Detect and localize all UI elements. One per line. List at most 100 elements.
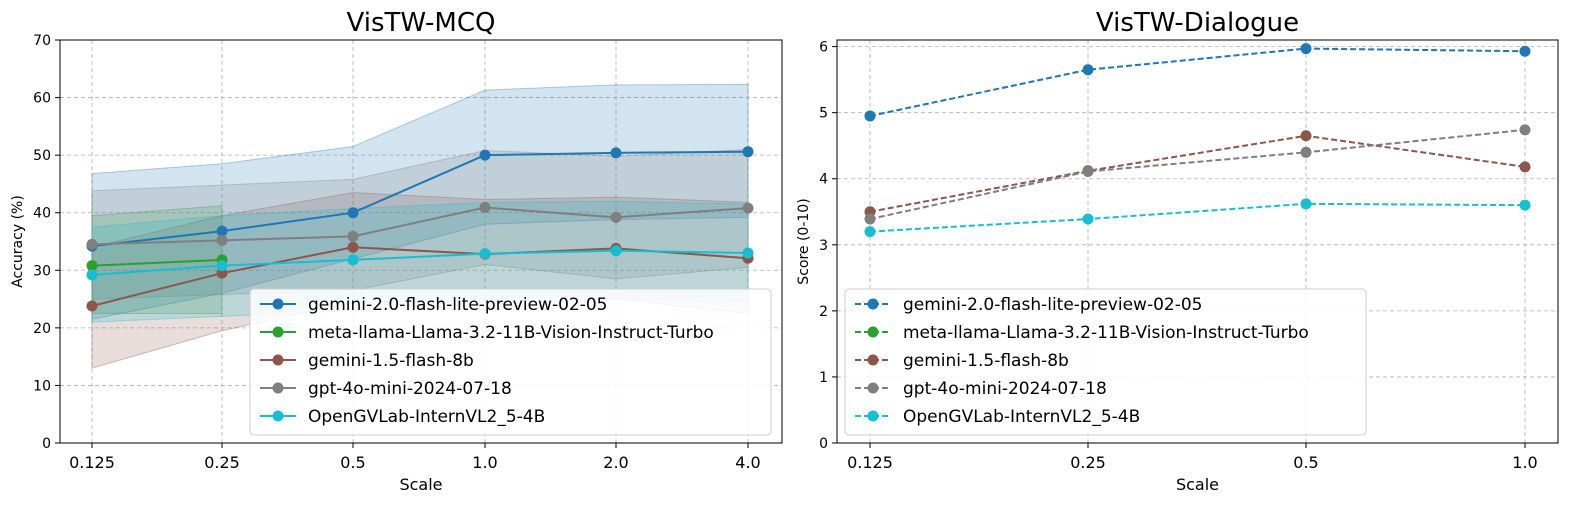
data-point (864, 110, 876, 122)
chart-title: VisTW-MCQ (347, 8, 496, 38)
x-tick-label: 0.5 (1293, 453, 1318, 472)
legend-swatch-marker (272, 410, 284, 422)
y-tick-label: 2 (819, 304, 828, 320)
data-point (1519, 45, 1531, 57)
data-point (216, 225, 228, 237)
x-tick-label: 0.5 (340, 453, 365, 472)
plot-frame (59, 39, 783, 444)
y-axis-label: Accuracy (%) (10, 195, 26, 288)
y-tick-label: 4 (819, 172, 828, 188)
series-line-5 (869, 202, 1526, 233)
data-point (1300, 130, 1312, 142)
y-tick-label: 10 (33, 378, 51, 394)
data-point (1519, 161, 1531, 173)
y-tick-label: 5 (819, 106, 828, 122)
data-point (1300, 146, 1312, 158)
data-point (1300, 198, 1312, 210)
legend-label: gemini-1.5-flash-8b (903, 351, 1069, 371)
x-tick-label: 0.25 (1070, 453, 1106, 472)
x-tick-label: 2.0 (603, 453, 628, 472)
series-line-1 (91, 150, 749, 248)
legend-label: OpenGVLab-InternVL2_5-4B (308, 407, 545, 427)
y-tick-label: 50 (33, 148, 51, 164)
band-2 (91, 205, 223, 314)
legend-label: meta-llama-Llama-3.2-11B-Vision-Instruct… (308, 323, 714, 343)
data-point (1082, 213, 1094, 225)
data-point (1082, 165, 1094, 177)
y-tick-label: 3 (819, 238, 828, 254)
legend-swatch-marker (272, 298, 284, 310)
data-point (1519, 199, 1531, 211)
y-tick-label: 70 (33, 33, 51, 49)
x-tick-label: 1.0 (1512, 453, 1537, 472)
y-tick-label: 0 (42, 436, 51, 452)
data-point (864, 213, 876, 225)
y-tick-label: 40 (33, 206, 51, 222)
data-point (86, 269, 98, 281)
data-point (347, 241, 359, 253)
x-tick-label: 0.125 (69, 453, 115, 472)
data-point (479, 248, 491, 260)
legend-swatch-marker (867, 298, 879, 310)
data-point (479, 202, 491, 214)
y-tick-label: 30 (33, 263, 51, 279)
band-4 (91, 148, 749, 300)
data-point (216, 234, 228, 246)
series-line-5 (91, 249, 749, 276)
legend-label: gpt-4o-mini-2024-07-18 (308, 379, 512, 399)
data-point (216, 260, 228, 272)
legend: gemini-2.0-flash-lite-preview-02-05 meta-… (844, 288, 1367, 436)
x-axis-label: Scale (399, 475, 442, 494)
legend-label: gpt-4o-mini-2024-07-18 (903, 379, 1107, 399)
legend-box (249, 288, 772, 436)
series-line-4 (869, 128, 1526, 221)
data-point (347, 230, 359, 242)
data-point (86, 300, 98, 312)
series-line-4 (91, 206, 749, 246)
data-point (86, 238, 98, 250)
legend-swatch-marker (867, 382, 879, 394)
legend-swatch-marker (272, 326, 284, 338)
legend-box (844, 288, 1367, 436)
y-tick-label: 1 (819, 370, 828, 386)
legend-swatch-marker (867, 410, 879, 422)
data-point (742, 202, 754, 214)
y-tick-label: 60 (33, 91, 51, 107)
band-1 (91, 83, 749, 320)
data-point (1082, 64, 1094, 76)
data-point (86, 260, 98, 272)
legend: gemini-2.0-flash-lite-preview-02-05 meta-… (249, 288, 772, 436)
data-point (347, 254, 359, 266)
x-axis-label: Scale (1176, 475, 1219, 494)
data-point (864, 226, 876, 238)
chart-panel-2: 0 1 2 3 4 5 6 0.125 0.25 0.5 1.0 VisTW-Dialogue Scal… (796, 8, 1559, 494)
legend-swatch-marker (272, 354, 284, 366)
x-tick-label: 4.0 (735, 453, 760, 472)
x-tick-label: 0.25 (204, 453, 240, 472)
chart-title: VisTW-Dialogue (1096, 8, 1299, 38)
data-point (610, 211, 622, 223)
chart-panel-1: 0 10 20 30 40 50 60 70 0.125 0.25 0.5 1.0 2.0 4.0 VisT… (10, 8, 783, 494)
y-tick-label: 0 (819, 436, 828, 452)
legend-label: meta-llama-Llama-3.2-11B-Vision-Instruct… (903, 323, 1309, 343)
data-point (1300, 43, 1312, 55)
legend-swatch-marker (867, 326, 879, 338)
legend-label: gemini-1.5-flash-8b (308, 351, 474, 371)
data-point (610, 147, 622, 159)
data-point (479, 149, 491, 161)
data-point (742, 247, 754, 259)
data-point (1519, 124, 1531, 136)
data-point (610, 245, 622, 257)
x-tick-label: 1.0 (472, 453, 497, 472)
series-line-1 (869, 47, 1526, 117)
data-point (742, 146, 754, 158)
legend-label: gemini-2.0-flash-lite-preview-02-05 (308, 295, 607, 315)
y-axis-label: Score (0-10) (796, 198, 812, 284)
series-line-3 (91, 246, 749, 307)
series-line-2 (91, 258, 223, 267)
x-tick-label: 0.125 (847, 453, 893, 472)
data-point (347, 207, 359, 219)
legend-swatch-marker (867, 354, 879, 366)
legend-label: OpenGVLab-InternVL2_5-4B (903, 407, 1140, 427)
y-tick-label: 20 (33, 321, 51, 337)
